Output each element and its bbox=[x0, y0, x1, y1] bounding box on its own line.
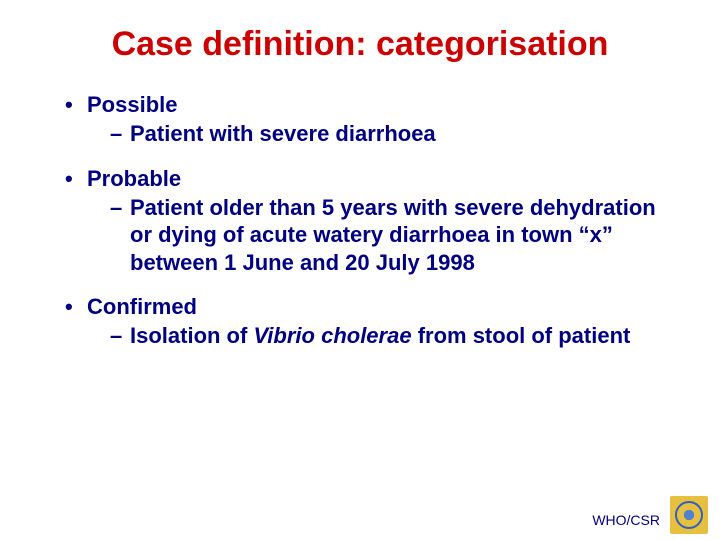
section-heading-probable: Probable bbox=[65, 166, 680, 192]
footer-text: WHO/CSR bbox=[592, 512, 660, 528]
slide-container: Case definition: categorisation Possible… bbox=[0, 0, 720, 540]
text-prefix: Isolation of bbox=[130, 323, 253, 348]
text-suffix: from stool of patient bbox=[412, 323, 631, 348]
section-item: Patient older than 5 years with severe d… bbox=[110, 194, 680, 277]
section-heading-confirmed: Confirmed bbox=[65, 294, 680, 320]
section-item: Patient with severe diarrhoea bbox=[110, 120, 680, 148]
who-logo bbox=[670, 496, 708, 534]
section-heading-possible: Possible bbox=[65, 92, 680, 118]
section-item: Isolation of Vibrio cholerae from stool … bbox=[110, 322, 680, 350]
who-logo-inner bbox=[675, 501, 703, 529]
slide-title: Case definition: categorisation bbox=[40, 25, 680, 64]
text-italic: Vibrio cholerae bbox=[253, 323, 411, 348]
